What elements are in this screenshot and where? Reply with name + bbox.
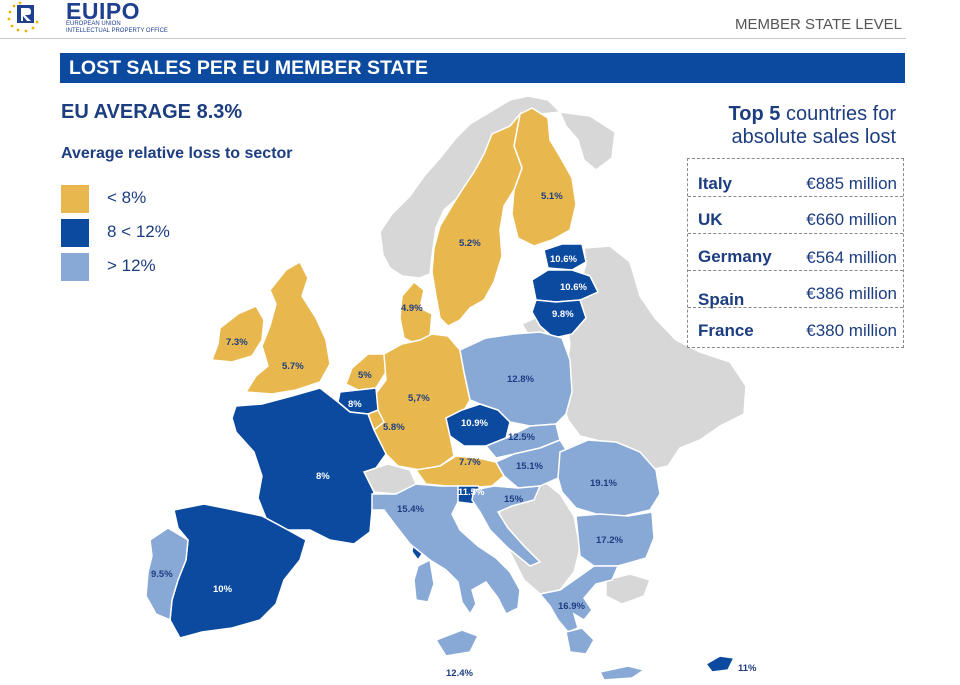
- label-france: 8%: [316, 471, 330, 482]
- label-portugal: 9.5%: [151, 569, 173, 580]
- turkey-shape: [605, 573, 651, 605]
- label-austria: 7.7%: [459, 457, 481, 468]
- label-greece: 16.9%: [558, 601, 585, 612]
- top5-value: €885 million: [806, 174, 897, 193]
- eu-average: EU AVERAGE 8.3%: [61, 101, 243, 123]
- top5-table: Italy €885 million UK €660 million Germa…: [687, 158, 904, 348]
- sicily-shape: [434, 629, 480, 657]
- czech-shape: [445, 403, 511, 447]
- label-germany: 5,7%: [408, 393, 430, 404]
- legend-label-high: > 12%: [107, 256, 156, 275]
- label-denmark: 4.9%: [401, 303, 423, 314]
- top5-country: France: [698, 321, 754, 340]
- label-croatia: 15%: [504, 494, 524, 505]
- legend-label-mid: 8 < 12%: [107, 222, 170, 241]
- label-czech: 10.9%: [461, 418, 488, 429]
- label-ireland: 7.3%: [226, 337, 248, 348]
- sweden-shape: [431, 111, 523, 327]
- top5-country: Germany: [698, 247, 772, 266]
- kola-shape: [558, 111, 616, 171]
- label-uk: 5.7%: [282, 361, 304, 372]
- top5-country: Spain: [698, 290, 745, 309]
- label-belgium: 8%: [348, 399, 362, 410]
- top5-value: €660 million: [806, 210, 897, 229]
- legend-label-low: < 8%: [107, 188, 147, 207]
- top5-row: Germany €564 million: [688, 233, 903, 271]
- top5-value: €380 million: [806, 321, 897, 340]
- label-netherlands: 5%: [358, 370, 372, 381]
- bulgaria-shape: [575, 511, 655, 567]
- label-romania: 19.1%: [590, 478, 617, 489]
- top5-row: France €380 million: [688, 307, 903, 344]
- lithuania-shape: [531, 299, 587, 339]
- greek-peloponnese-shape: [565, 627, 595, 655]
- label-finland: 5.1%: [541, 191, 563, 202]
- crete-shape: [598, 665, 646, 681]
- label-poland: 12.8%: [507, 374, 534, 385]
- label-slovenia: 11.5%: [458, 487, 485, 498]
- euipo-logo: EUIPO EUROPEAN UNION INTELLECTUAL PROPER…: [6, 0, 196, 38]
- label-italy: 15.4%: [397, 504, 424, 515]
- header-divider: [0, 38, 906, 39]
- sardinia-shape: [413, 558, 435, 603]
- top5-country: UK: [698, 210, 723, 229]
- label-cyprus: 11%: [738, 663, 757, 674]
- croatia-shape: [471, 485, 542, 567]
- top5-row: Spain €386 million: [688, 270, 903, 309]
- label-estonia: 10.6%: [550, 254, 577, 265]
- label-lithuania: 9.8%: [552, 309, 574, 320]
- logo-wordmark: EUIPO: [66, 0, 141, 24]
- top5-value: €386 million: [806, 284, 897, 303]
- legend-swatch-high: [61, 253, 89, 281]
- label-spain: 10%: [213, 584, 233, 595]
- netherlands-shape: [345, 353, 387, 391]
- cyprus-shape: [704, 655, 736, 673]
- ireland-shape: [210, 305, 265, 363]
- label-hungary: 15.1%: [516, 461, 543, 472]
- italy-shape: [371, 483, 521, 616]
- label-malta: 12.4%: [446, 668, 473, 679]
- portugal-shape: [145, 527, 189, 622]
- label-latvia: 10.6%: [560, 282, 587, 293]
- greece-shape: [538, 565, 620, 633]
- legend-swatch-mid: [61, 219, 89, 247]
- logo-subtitle: EUROPEAN UNION INTELLECTUAL PROPERTY OFF…: [66, 21, 168, 34]
- top5-title: Top 5 countries for absolute sales lost: [728, 103, 896, 148]
- top5-value: €564 million: [806, 248, 897, 267]
- romania-shape: [557, 439, 661, 517]
- euipo-emblem-icon: [7, 1, 39, 33]
- denmark-shape: [399, 280, 433, 345]
- top5-country: Italy: [698, 174, 733, 193]
- top5-row: UK €660 million: [688, 196, 903, 234]
- label-luxembourg: 5.8%: [383, 422, 405, 433]
- label-slovakia: 12.5%: [508, 432, 535, 443]
- estonia-shape: [543, 243, 587, 271]
- uk-shape: [244, 260, 331, 395]
- top5-row: Italy €885 million: [688, 159, 903, 197]
- label-sweden: 5.2%: [459, 238, 481, 249]
- page-title-banner: LOST SALES PER EU MEMBER STATE: [60, 53, 905, 83]
- finland-shape: [511, 107, 577, 247]
- label-bulgaria: 17.2%: [596, 535, 623, 546]
- section-label: MEMBER STATE LEVEL: [735, 16, 902, 33]
- legend-title: Average relative loss to sector: [61, 145, 293, 162]
- poland-shape: [459, 331, 573, 427]
- legend-swatch-low: [61, 185, 89, 213]
